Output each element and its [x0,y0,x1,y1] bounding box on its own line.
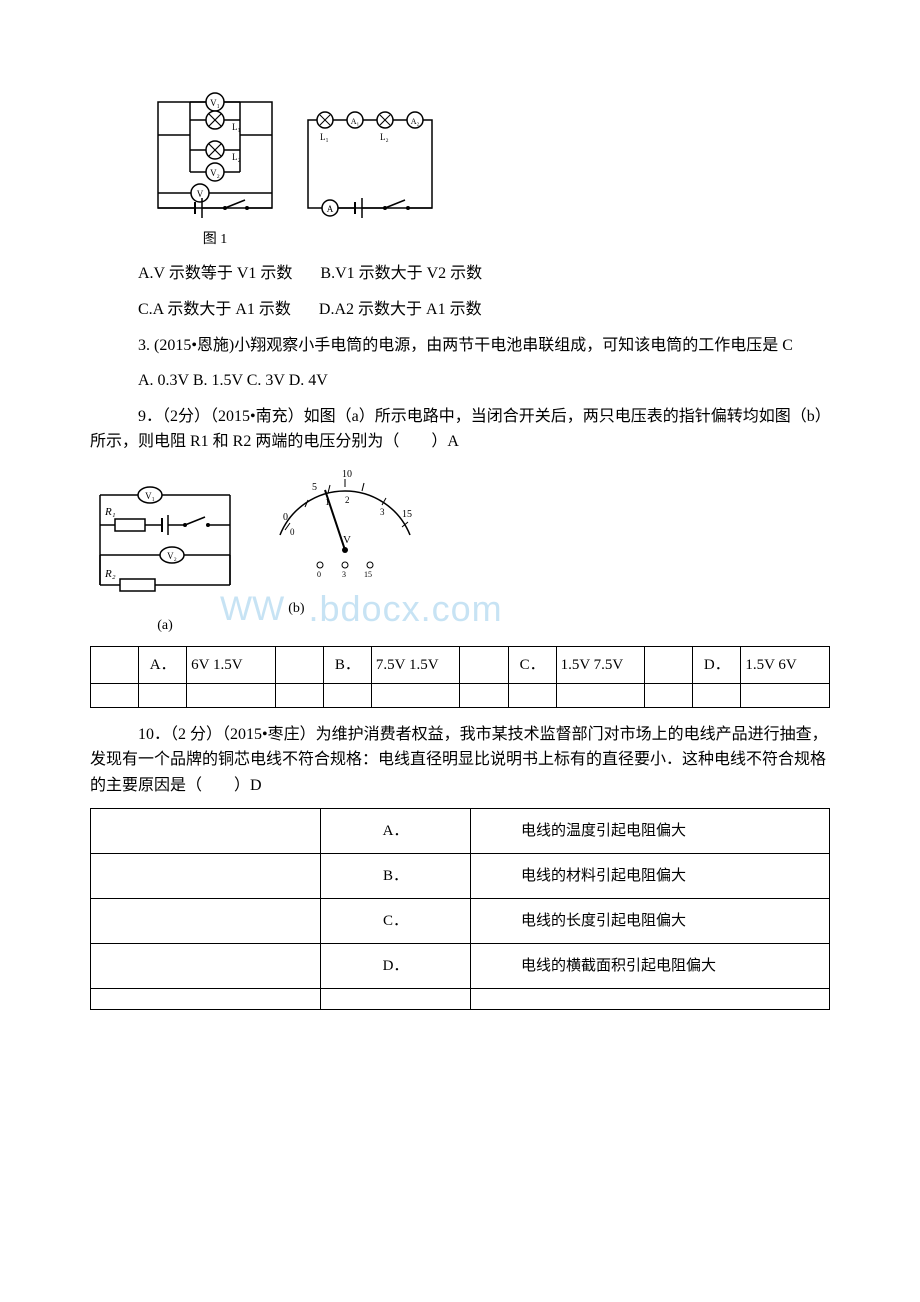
q9-text: 9．（2分）（2015•南充）如图（a）所示电路中，当闭合开关后，两只电压表的指… [90,404,830,455]
option-b: B.V1 示数大于 V2 示数 [320,265,482,282]
circuit-left-label: 图 1 [150,229,280,251]
svg-text:5: 5 [312,482,317,493]
circuit-right: L₁ A₁ L₂ A₂ A [300,90,440,251]
table-row [91,989,830,1010]
options-line1: A.V 示数等于 V1 示数 B.V1 示数大于 V2 示数 [138,261,830,287]
svg-text:15: 15 [402,509,412,520]
circuit-diagram-row: V₁ L₁ L₂ V₂ [150,90,830,251]
svg-text:0: 0 [283,512,288,523]
svg-text:1: 1 [325,497,330,507]
options-line2: C.A 示数大于 A1 示数 D.A2 示数大于 A1 示数 [138,297,830,323]
svg-text:L₂: L₂ [380,132,389,142]
svg-text:3: 3 [380,507,385,517]
fig-a-label: (a) [90,615,240,637]
svg-text:2: 2 [345,495,350,505]
svg-text:0: 0 [317,570,321,579]
option-c: C.A 示数大于 A1 示数 [138,301,291,318]
svg-text:A₂: A₂ [411,117,420,126]
svg-text:V₂: V₂ [167,551,177,561]
q9-figure-row: V₁ R₁ V₂ R₂ [90,465,830,638]
circuit-right-svg: L₁ A₁ L₂ A₂ A [300,90,440,225]
svg-text:10: 10 [342,469,352,480]
svg-text:R₂: R₂ [104,568,116,580]
svg-text:R₁: R₁ [104,506,116,518]
svg-text:V₁: V₁ [145,491,155,501]
svg-text:3: 3 [342,570,346,579]
table-row: A． 电线的温度引起电阻偏大 [91,809,830,854]
svg-text:V₂: V₂ [210,168,220,178]
q9-fig-a: V₁ R₁ V₂ R₂ [90,485,240,637]
svg-text:15: 15 [364,570,372,579]
svg-text:A: A [327,204,334,214]
table-row: B． 电线的材料引起电阻偏大 [91,854,830,899]
table-row: A． 6V 1.5V B． 7.5V 1.5V C． 1.5V 7.5V D． … [91,646,830,683]
q10-text: 10．（2 分）（2015•枣庄）为维护消费者权益，我市某技术监督部门对市场上的… [90,722,830,799]
q9-options-table: A． 6V 1.5V B． 7.5V 1.5V C． 1.5V 7.5V D． … [90,646,830,708]
table-row: D． 电线的横截面积引起电阻偏大 [91,944,830,989]
svg-text:V: V [343,534,351,546]
q3-text: 3. (2015•恩施)小翔观察小手电筒的电源，由两节干电池串联组成，可知该电筒… [90,333,830,359]
watermark: .bdocx.com [309,580,503,638]
q9-fig-b: 0 5 10 15 1 2 3 0 V 0 3 15 WW (b) .bdocx… [250,465,503,638]
option-d: D.A2 示数大于 A1 示数 [319,301,482,318]
svg-text:A₁: A₁ [351,117,360,126]
svg-text:V: V [197,189,204,199]
fig-b-label: (b) [288,598,304,620]
option-a: A.V 示数等于 V1 示数 [138,265,292,282]
watermark-prefix: WW [220,582,284,636]
circuit-left: V₁ L₁ L₂ V₂ [150,90,280,251]
svg-text:0: 0 [290,527,295,537]
q10-options-table: A． 电线的温度引起电阻偏大 B． 电线的材料引起电阻偏大 C． 电线的长度引起… [90,808,830,1010]
q3-options: A. 0.3V B. 1.5V C. 3V D. 4V [90,368,830,394]
circuit-left-svg: V₁ L₁ L₂ V₂ [150,90,280,225]
table-row: C． 电线的长度引起电阻偏大 [91,899,830,944]
svg-text:V₁: V₁ [210,98,220,108]
table-row [91,683,830,707]
svg-text:L₁: L₁ [320,132,329,142]
